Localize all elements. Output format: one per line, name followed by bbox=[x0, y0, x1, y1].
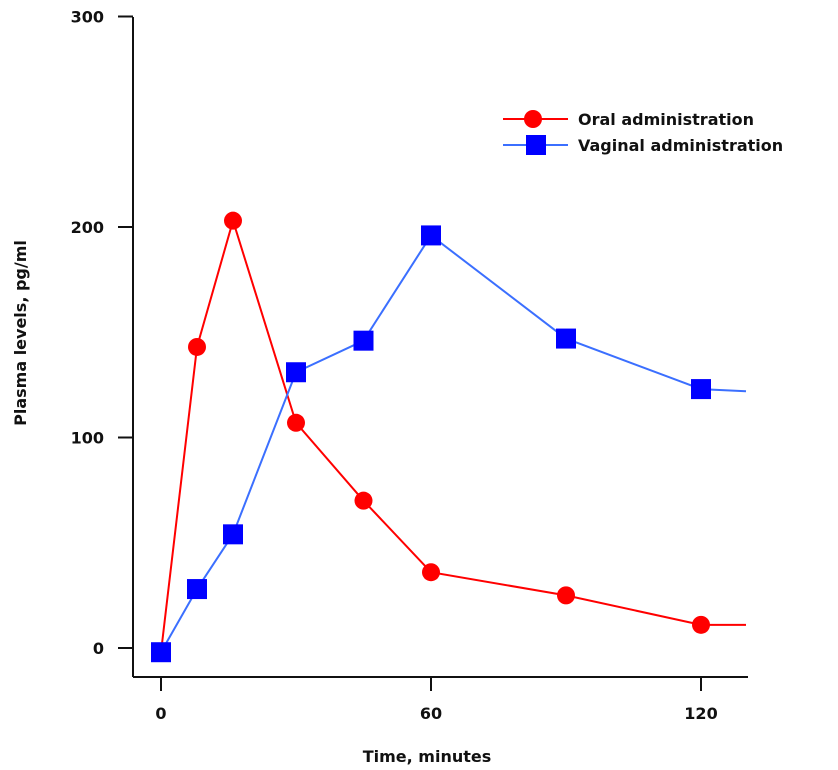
y-tick-label: 200 bbox=[71, 218, 104, 237]
legend: Oral administration Vaginal administratio… bbox=[503, 110, 783, 155]
vaginal-data-point bbox=[421, 225, 441, 246]
oral-data-point bbox=[188, 337, 206, 356]
oral-data-point bbox=[287, 413, 305, 432]
vaginal-data-point bbox=[286, 362, 306, 383]
axes bbox=[132, 17, 748, 678]
oral-legend-marker bbox=[524, 110, 542, 128]
vaginal-data-point bbox=[151, 642, 171, 663]
vaginal-data-point bbox=[691, 379, 711, 400]
y-tick-label: 100 bbox=[71, 429, 104, 448]
vaginal-series-line bbox=[160, 233, 747, 653]
oral-data-point bbox=[557, 586, 575, 605]
vaginal-data-point bbox=[353, 330, 374, 351]
ticks: 0 100 200 300 0 60 120 bbox=[71, 8, 718, 724]
x-tick-label: 0 bbox=[155, 704, 166, 723]
oral-legend-label: Oral administration bbox=[578, 110, 754, 129]
y-tick-label: 300 bbox=[71, 8, 104, 27]
y-axis-title: Plasma levels, pg/ml bbox=[11, 240, 30, 426]
vaginal-data-point bbox=[187, 579, 207, 600]
oral-data-point bbox=[422, 563, 440, 582]
x-tick-label: 120 bbox=[684, 704, 717, 723]
series-lines bbox=[160, 217, 747, 653]
x-axis-title: Time, minutes bbox=[363, 747, 492, 766]
x-tick-label: 60 bbox=[420, 704, 442, 723]
vaginal-legend-label: Vaginal administration bbox=[578, 136, 783, 155]
vaginal-data-point bbox=[223, 524, 243, 545]
vaginal-data-point bbox=[556, 328, 576, 349]
oral-data-point bbox=[354, 491, 373, 510]
y-tick-label: 0 bbox=[93, 639, 104, 658]
oral-data-point bbox=[224, 211, 242, 230]
series-markers bbox=[151, 211, 711, 663]
oral-series-line bbox=[160, 217, 746, 653]
vaginal-legend-marker bbox=[526, 135, 546, 155]
oral-data-point bbox=[692, 615, 710, 634]
